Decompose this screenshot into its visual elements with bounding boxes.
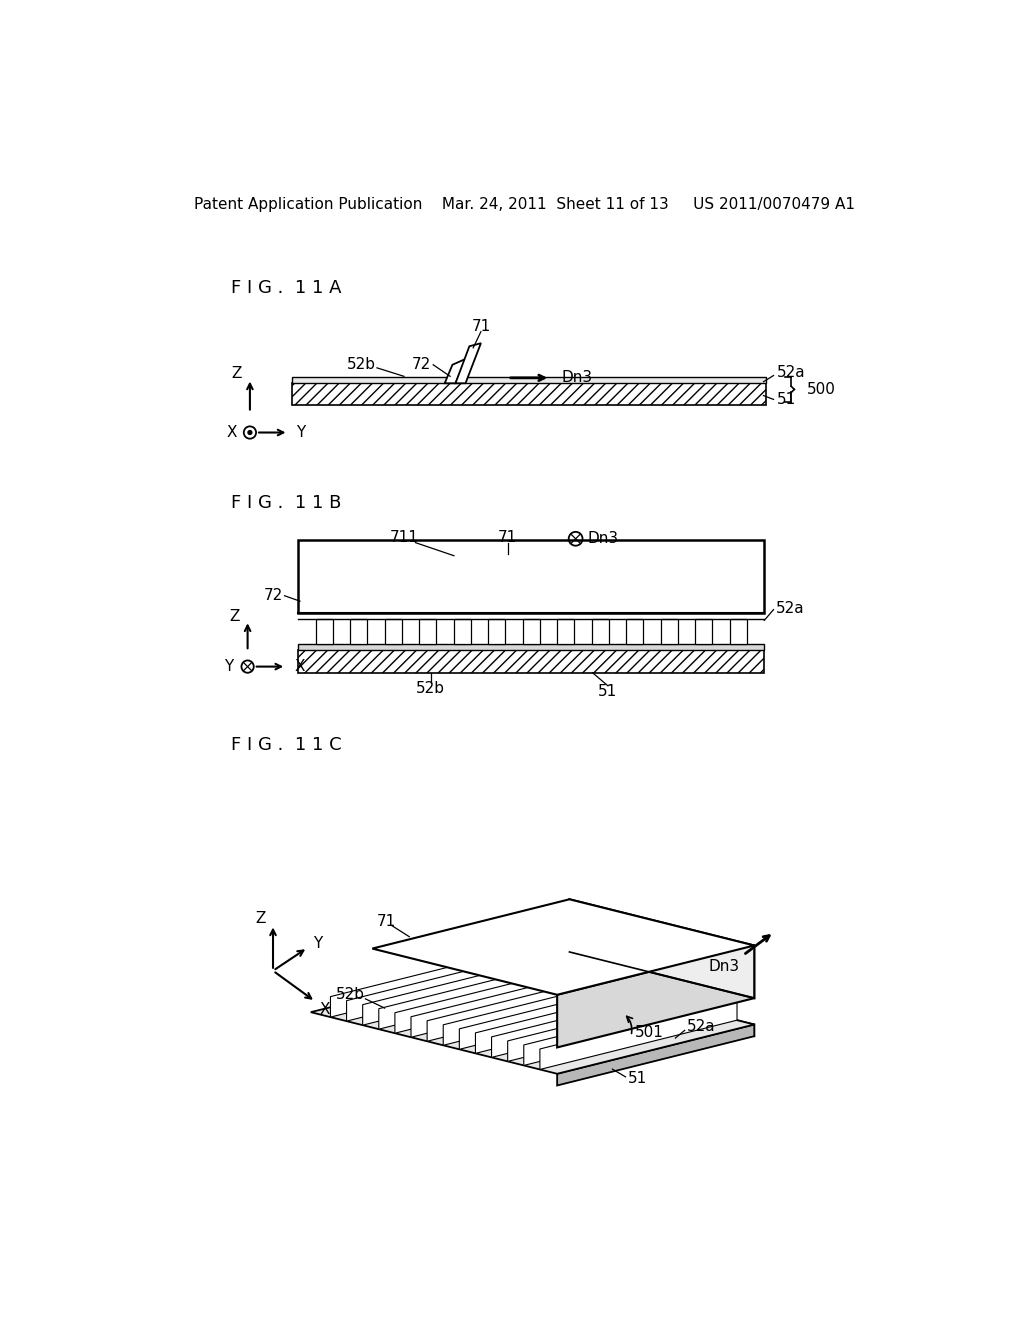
Bar [292, 383, 766, 405]
Text: 72: 72 [264, 589, 283, 603]
Text: 52a: 52a [687, 1019, 716, 1034]
Polygon shape [492, 987, 689, 1057]
Bar [298, 540, 764, 612]
Text: X: X [319, 1002, 330, 1016]
Text: Y: Y [296, 425, 305, 440]
Polygon shape [411, 968, 608, 1038]
Polygon shape [395, 964, 592, 1034]
Bar [488, 619, 505, 644]
Text: Patent Application Publication    Mar. 24, 2011  Sheet 11 of 13     US 2011/0070: Patent Application Publication Mar. 24, … [195, 197, 855, 213]
Text: 71: 71 [471, 318, 490, 334]
Bar [420, 619, 436, 644]
Bar [298, 649, 764, 673]
Text: Z: Z [231, 367, 243, 381]
Text: 52b: 52b [336, 987, 365, 1002]
Polygon shape [460, 979, 656, 1049]
Polygon shape [379, 960, 575, 1030]
Text: 71: 71 [499, 529, 517, 545]
Bar [454, 619, 471, 644]
Text: F I G .  1 1 A: F I G . 1 1 A [230, 279, 341, 297]
Polygon shape [444, 359, 466, 383]
Text: Dn3: Dn3 [562, 371, 593, 385]
Bar [660, 619, 678, 644]
Polygon shape [508, 962, 755, 1036]
Text: 72: 72 [412, 358, 431, 372]
Text: F I G .  1 1 C: F I G . 1 1 C [230, 737, 341, 754]
Text: X: X [295, 659, 305, 675]
Text: Dn3: Dn3 [709, 960, 739, 974]
Bar [592, 619, 609, 644]
Text: 500: 500 [807, 381, 836, 397]
Text: 71: 71 [377, 913, 396, 929]
Polygon shape [524, 995, 721, 1065]
Polygon shape [475, 983, 673, 1053]
Text: 52b: 52b [347, 358, 376, 372]
Polygon shape [362, 956, 560, 1026]
Polygon shape [557, 945, 755, 1048]
Text: 711: 711 [389, 529, 419, 545]
Bar [385, 619, 401, 644]
Polygon shape [373, 899, 755, 995]
Text: Y: Y [223, 659, 233, 675]
Text: 51: 51 [628, 1071, 647, 1086]
Polygon shape [331, 948, 527, 1018]
Text: 52a: 52a [776, 601, 805, 615]
Text: Dn3: Dn3 [587, 531, 618, 546]
Polygon shape [508, 991, 705, 1061]
Text: 501: 501 [635, 1024, 664, 1040]
Bar [557, 619, 574, 644]
Bar [695, 619, 713, 644]
Text: 51: 51 [777, 392, 797, 407]
Text: Z: Z [255, 911, 265, 925]
Bar [350, 619, 368, 644]
Text: X: X [226, 425, 237, 440]
Text: 52b: 52b [417, 681, 445, 696]
Polygon shape [456, 343, 481, 383]
Polygon shape [310, 962, 755, 1073]
Bar [298, 644, 764, 649]
Bar [627, 619, 643, 644]
Text: 52a: 52a [777, 364, 806, 380]
Circle shape [248, 430, 252, 434]
Polygon shape [346, 952, 544, 1022]
Polygon shape [557, 1024, 755, 1085]
Text: F I G .  1 1 B: F I G . 1 1 B [230, 495, 341, 512]
Bar [523, 619, 540, 644]
Text: Y: Y [313, 936, 323, 952]
Bar [730, 619, 746, 644]
Polygon shape [540, 999, 737, 1069]
Polygon shape [427, 972, 625, 1041]
Polygon shape [443, 975, 640, 1045]
Text: 51: 51 [598, 684, 617, 698]
Bar [292, 378, 766, 383]
Polygon shape [569, 899, 755, 998]
Text: Z: Z [229, 609, 240, 624]
Bar [316, 619, 333, 644]
